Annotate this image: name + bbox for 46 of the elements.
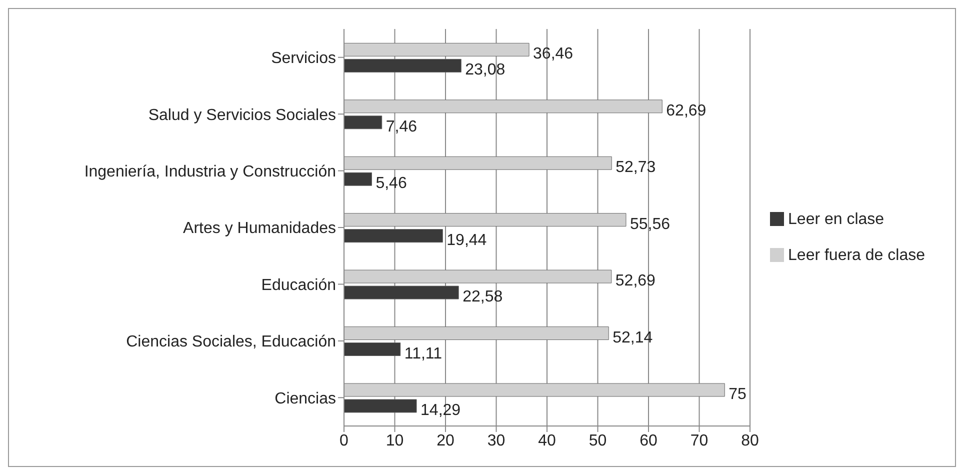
data-label: 14,29 — [420, 402, 461, 419]
bar — [344, 286, 459, 300]
x-tick-label: 20 — [436, 432, 455, 450]
bar — [344, 42, 530, 56]
data-label: 52,14 — [612, 329, 653, 346]
y-tick-label: Ciencias Sociales, Educación — [126, 334, 336, 351]
bar — [344, 100, 662, 114]
data-label: 52,73 — [616, 159, 656, 176]
x-tick-label: 50 — [588, 432, 607, 450]
bar — [344, 326, 609, 340]
legend-label: Leer en clase — [788, 210, 884, 228]
bar — [344, 383, 725, 397]
bar — [344, 399, 417, 413]
y-tick-label: Educación — [261, 276, 336, 294]
x-tick-label: 0 — [340, 432, 349, 450]
bar — [344, 58, 462, 72]
x-tick-label: 40 — [538, 432, 556, 450]
data-label: 62,69 — [666, 102, 706, 120]
x-tick-label: 60 — [640, 432, 658, 450]
bar — [344, 172, 372, 186]
bar — [344, 270, 612, 284]
data-label: 7,46 — [386, 118, 418, 136]
data-label: 19,44 — [446, 232, 487, 249]
x-tick-label: 30 — [487, 432, 506, 450]
data-label: 5,46 — [376, 175, 407, 192]
y-tick-label: Artes y Humanidades — [183, 220, 336, 238]
y-tick-label: Ingeniería, Industria y Construcción — [84, 163, 336, 180]
x-tick-label: 80 — [741, 432, 760, 450]
data-label: 23,08 — [465, 62, 506, 79]
data-label: 52,69 — [615, 272, 656, 290]
bar — [344, 156, 612, 170]
bar — [344, 342, 401, 356]
y-tick-label: Salud y Servicios Sociales — [148, 106, 336, 124]
y-tick-label: Servicios — [271, 50, 336, 68]
legend-label: Leer fuera de clase — [788, 246, 925, 264]
x-tick-label: 70 — [690, 432, 708, 450]
bar — [344, 213, 626, 227]
data-label: 22,58 — [462, 288, 503, 306]
data-label: 11,11 — [404, 345, 442, 362]
data-label: 75 — [728, 386, 747, 403]
data-label: 36,46 — [533, 46, 574, 63]
x-tick-label: 10 — [386, 432, 404, 450]
bar — [344, 116, 382, 130]
data-label: 55,56 — [630, 216, 670, 233]
bar — [344, 229, 443, 243]
y-tick-label: Ciencias — [274, 390, 336, 408]
